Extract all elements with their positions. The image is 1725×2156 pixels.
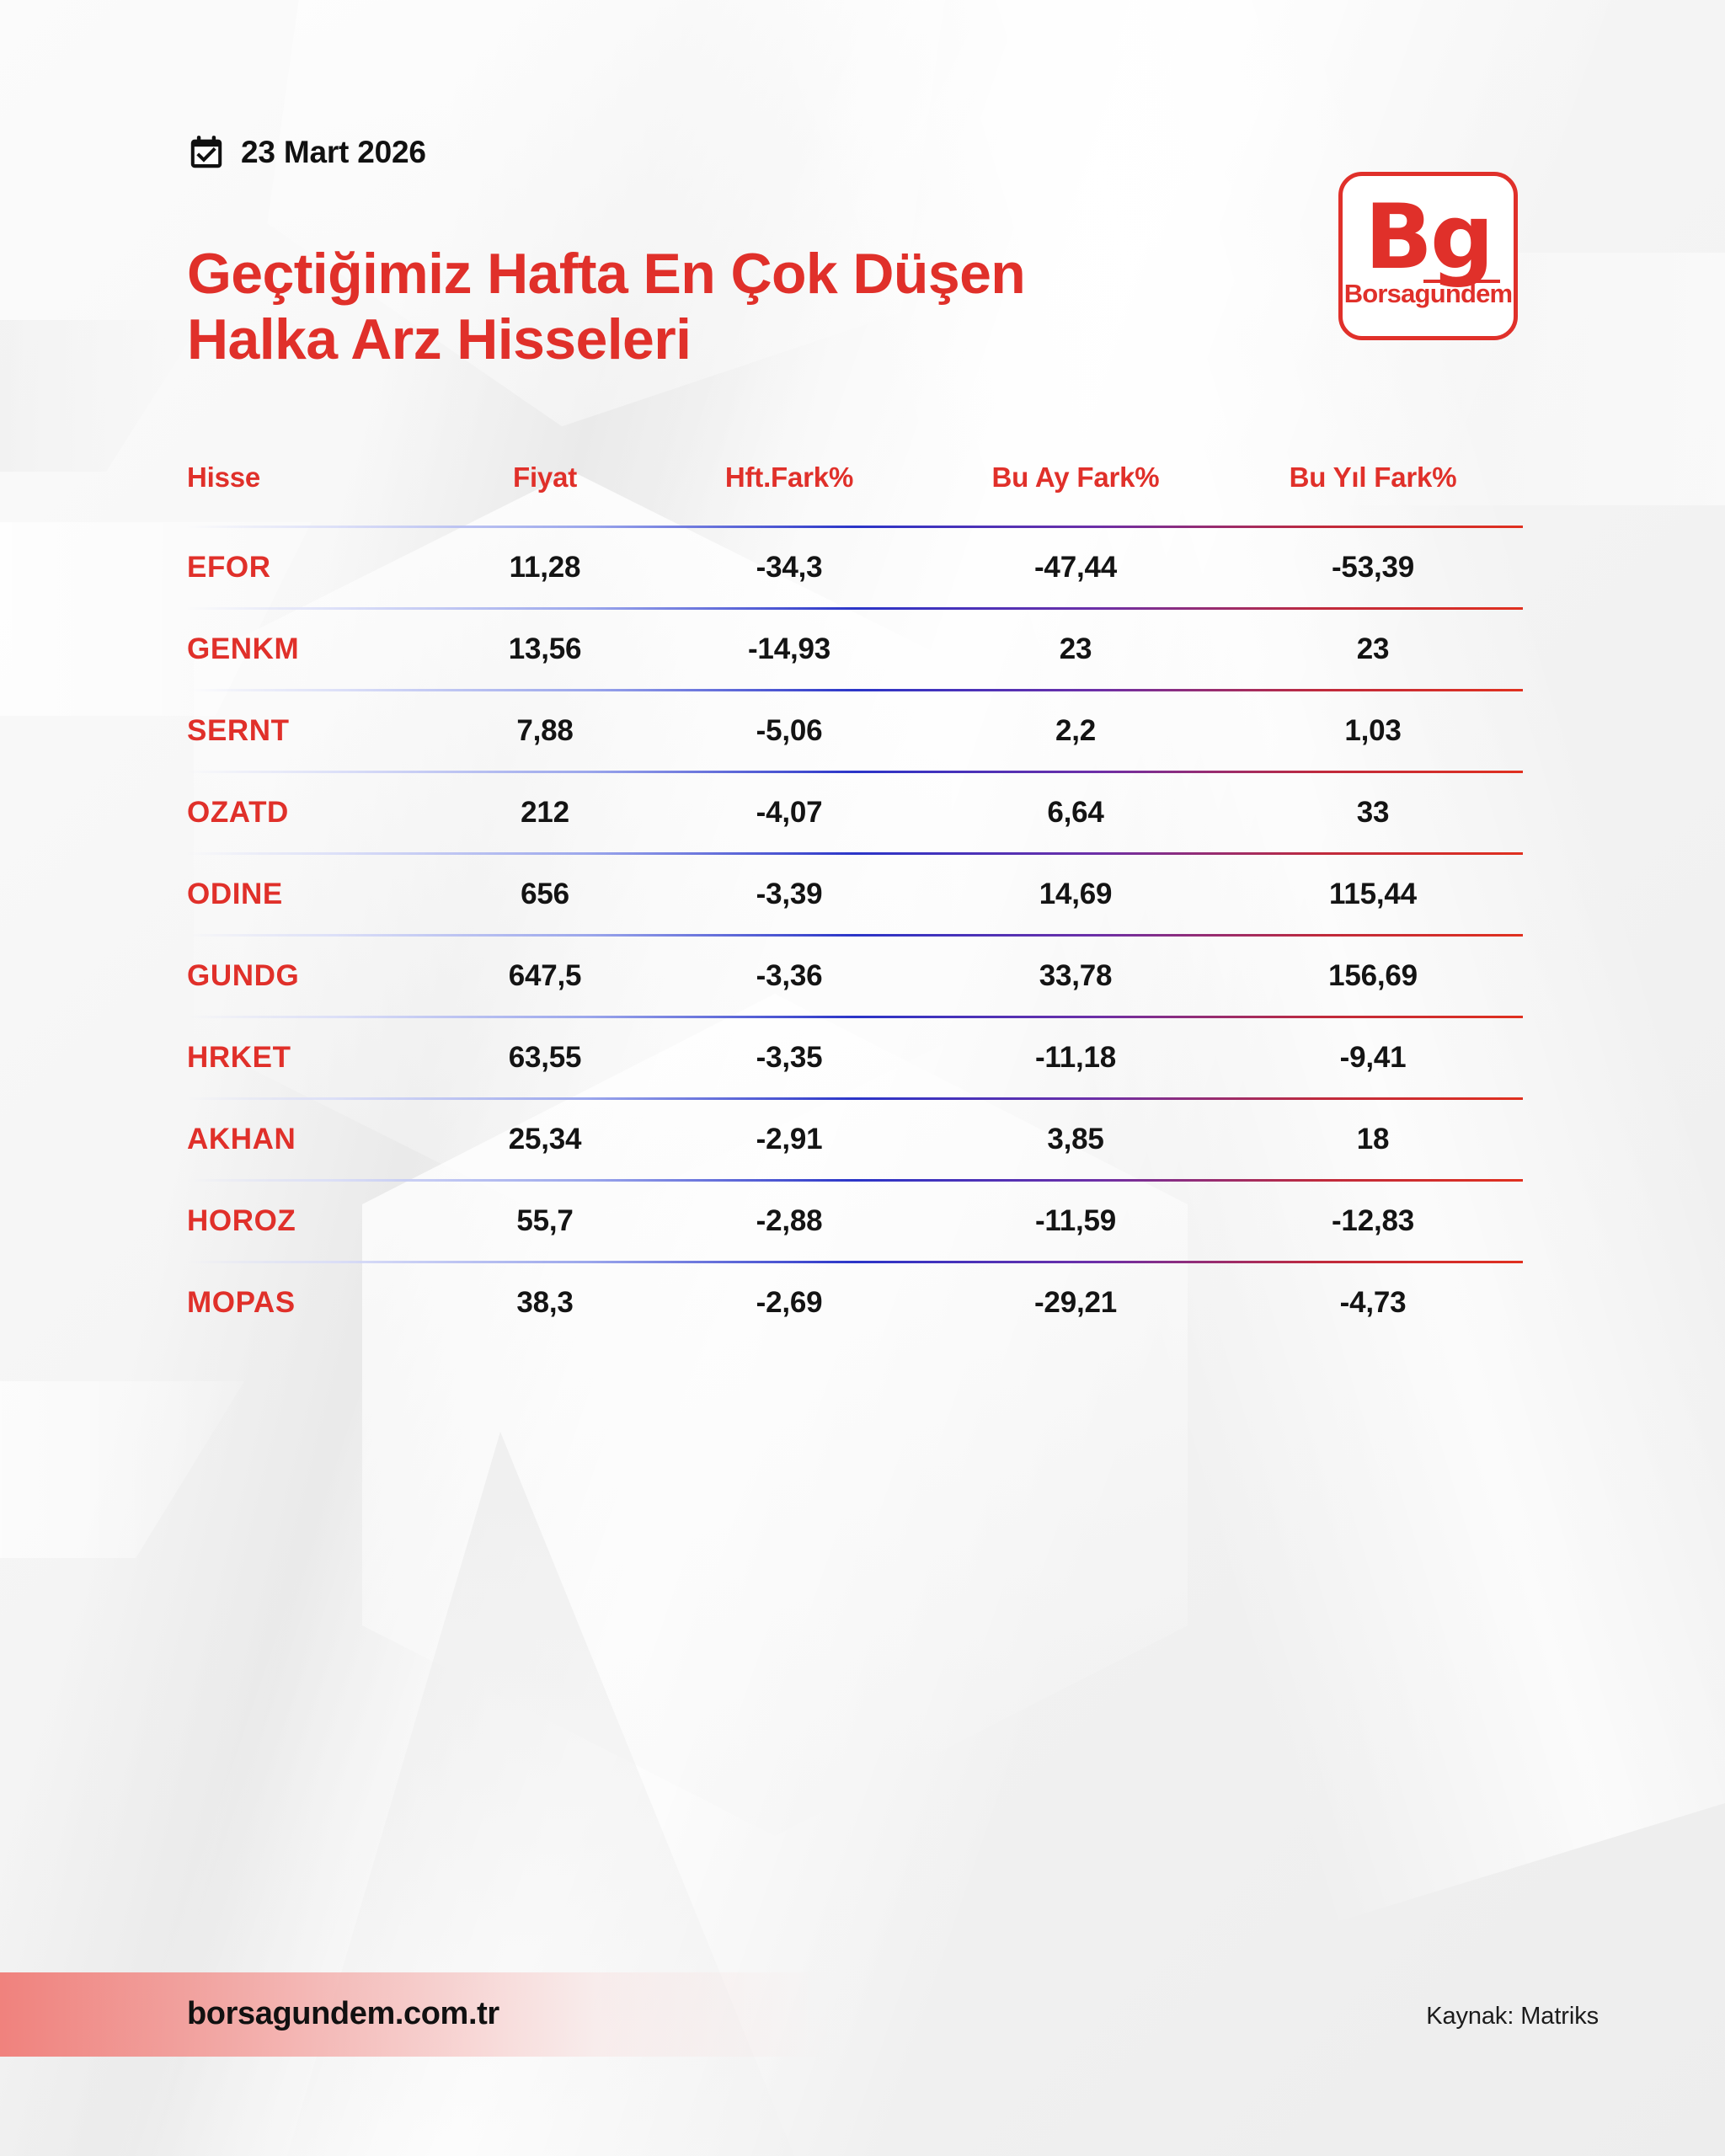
- cell-hft-fark: -14,93: [747, 632, 831, 665]
- cell-hft-fark: -5,06: [756, 714, 823, 747]
- column-header-bu-yil-fark: Bu Yıl Fark%: [1289, 462, 1457, 493]
- page-title-line-1: Geçtiğimiz Hafta En Çok Düşen: [187, 241, 1026, 306]
- cell-fiyat: 25,34: [508, 1123, 582, 1155]
- page-title: Geçtiğimiz Hafta En Çok Düşen Halka Arz …: [187, 241, 1282, 374]
- table-header-row: Hisse Fiyat Hft.Fark% Bu Ay Fark% Bu Yıl…: [187, 438, 1523, 517]
- column-header-bu-ay-fark: Bu Ay Fark%: [991, 462, 1160, 493]
- cell-hisse: EFOR: [187, 551, 271, 584]
- table-row: EFOR 11,28 -34,3 -47,44 -53,39: [187, 528, 1523, 607]
- cell-hisse: ODINE: [187, 878, 283, 910]
- date-row: 23 Mart 2026: [187, 133, 426, 172]
- cell-bu-yil-fark: 33: [1356, 796, 1390, 829]
- stocks-table: Hisse Fiyat Hft.Fark% Bu Ay Fark% Bu Yıl…: [187, 438, 1523, 1342]
- table-divider: [187, 1179, 1523, 1182]
- cell-bu-ay-fark: -11,59: [1034, 1204, 1117, 1237]
- cell-fiyat: 212: [521, 796, 569, 829]
- table-row: GENKM 13,56 -14,93 23 23: [187, 610, 1523, 689]
- table-divider: [187, 689, 1523, 691]
- column-header-hisse: Hisse: [187, 462, 261, 493]
- cell-hisse: HOROZ: [187, 1204, 296, 1237]
- cell-hft-fark: -4,07: [756, 796, 823, 829]
- logo-mark: Bg: [1365, 185, 1494, 290]
- background-wedge-left-two: [0, 1381, 244, 1558]
- cell-fiyat: 11,28: [509, 551, 581, 584]
- cell-bu-yil-fark: -53,39: [1331, 551, 1415, 584]
- footer-source: Kaynak: Matriks: [1426, 2003, 1599, 2030]
- table-row: HOROZ 55,7 -2,88 -11,59 -12,83: [187, 1182, 1523, 1261]
- cell-bu-yil-fark: 23: [1356, 632, 1390, 665]
- table-divider: [187, 607, 1523, 610]
- table-divider: [187, 1016, 1523, 1018]
- cell-bu-ay-fark: -11,18: [1034, 1041, 1117, 1074]
- cell-fiyat: 38,3: [516, 1286, 574, 1319]
- cell-bu-ay-fark: -29,21: [1033, 1286, 1118, 1319]
- table-row: SERNT 7,88 -5,06 2,2 1,03: [187, 691, 1523, 771]
- cell-bu-yil-fark: -4,73: [1339, 1286, 1407, 1319]
- column-header-fiyat: Fiyat: [512, 462, 578, 493]
- cell-fiyat: 647,5: [508, 959, 582, 992]
- cell-bu-yil-fark: 156,69: [1328, 959, 1418, 992]
- page-title-line-2: Halka Arz Hisseleri: [187, 307, 692, 372]
- cell-bu-yil-fark: 115,44: [1329, 878, 1417, 910]
- cell-hisse: GENKM: [187, 632, 300, 665]
- cell-bu-yil-fark: 18: [1356, 1123, 1390, 1155]
- column-header-hft-fark: Hft.Fark%: [724, 462, 854, 493]
- calendar-check-icon: [187, 133, 226, 172]
- cell-bu-yil-fark: 1,03: [1344, 714, 1402, 747]
- cell-hft-fark: -3,36: [756, 959, 823, 992]
- table-divider: [187, 934, 1523, 937]
- cell-bu-ay-fark: 33,78: [1039, 959, 1113, 992]
- cell-hisse: HRKET: [187, 1041, 291, 1074]
- table-row: AKHAN 25,34 -2,91 3,85 18: [187, 1100, 1523, 1179]
- cell-bu-ay-fark: 14,69: [1039, 878, 1113, 910]
- background-wedge-upper-left: [0, 320, 202, 472]
- footer-band: [0, 1972, 830, 2057]
- date-text: 23 Mart 2026: [241, 135, 426, 169]
- cell-hisse: AKHAN: [187, 1123, 296, 1155]
- cell-bu-ay-fark: 6,64: [1047, 796, 1104, 829]
- cell-hft-fark: -3,39: [756, 878, 823, 910]
- table-row: GUNDG 647,5 -3,36 33,78 156,69: [187, 937, 1523, 1016]
- table-row: MOPAS 38,3 -2,69 -29,21 -4,73: [187, 1263, 1523, 1342]
- table-divider: [187, 1097, 1523, 1100]
- table-row: HRKET 63,55 -3,35 -11,18 -9,41: [187, 1018, 1523, 1097]
- cell-fiyat: 7,88: [516, 714, 574, 747]
- table-divider: [187, 1261, 1523, 1263]
- cell-bu-ay-fark: 23: [1059, 632, 1092, 665]
- table-divider: [187, 771, 1523, 773]
- logo-wordmark: Borsagundem: [1343, 278, 1513, 308]
- cell-hisse: OZATD: [187, 796, 289, 829]
- cell-bu-ay-fark: 3,85: [1047, 1123, 1104, 1155]
- cell-fiyat: 13,56: [508, 632, 582, 665]
- table-divider: [187, 852, 1523, 855]
- borsagundem-logo: Bg Borsagundem: [1338, 172, 1518, 340]
- cell-hft-fark: -2,91: [756, 1123, 823, 1155]
- cell-fiyat: 55,7: [516, 1204, 574, 1237]
- table-divider: [187, 526, 1523, 528]
- cell-hft-fark: -2,88: [756, 1204, 823, 1237]
- cell-hisse: SERNT: [187, 714, 290, 747]
- cell-hft-fark: -2,69: [756, 1286, 823, 1319]
- background-hexagon-top: [245, 0, 968, 471]
- table-row: ODINE 656 -3,39 14,69 115,44: [187, 855, 1523, 934]
- cell-fiyat: 656: [521, 878, 569, 910]
- cell-bu-yil-fark: -12,83: [1331, 1204, 1415, 1237]
- cell-hft-fark: -3,35: [756, 1041, 823, 1074]
- cell-bu-yil-fark: -9,41: [1339, 1041, 1407, 1074]
- cell-fiyat: 63,55: [508, 1041, 582, 1074]
- cell-hft-fark: -34,3: [756, 551, 823, 584]
- footer-website: borsagundem.com.tr: [187, 1996, 499, 2031]
- cell-hisse: GUNDG: [187, 959, 300, 992]
- cell-bu-ay-fark: -47,44: [1033, 551, 1118, 584]
- table-row: OZATD 212 -4,07 6,64 33: [187, 773, 1523, 852]
- cell-bu-ay-fark: 2,2: [1055, 714, 1097, 747]
- cell-hisse: MOPAS: [187, 1286, 296, 1319]
